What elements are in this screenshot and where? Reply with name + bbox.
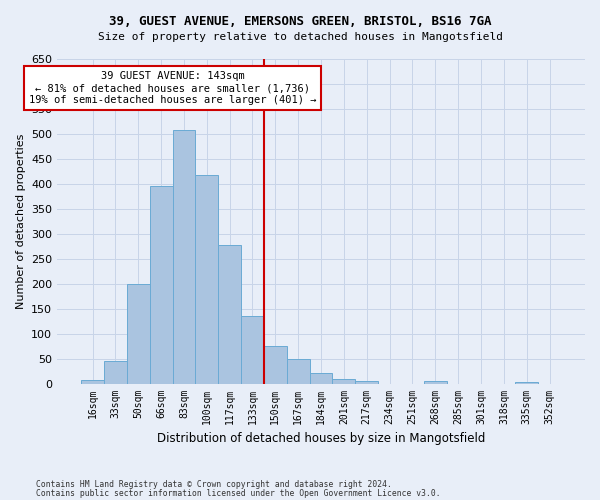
Bar xyxy=(173,130,196,384)
Bar xyxy=(149,186,173,384)
Bar xyxy=(310,372,332,384)
Bar xyxy=(424,381,447,384)
Y-axis label: Number of detached properties: Number of detached properties xyxy=(16,134,26,309)
Bar xyxy=(355,381,378,384)
Bar xyxy=(264,346,287,384)
Bar xyxy=(127,284,149,384)
Text: 39, GUEST AVENUE, EMERSONS GREEN, BRISTOL, BS16 7GA: 39, GUEST AVENUE, EMERSONS GREEN, BRISTO… xyxy=(109,15,491,28)
Bar xyxy=(81,380,104,384)
Bar xyxy=(104,361,127,384)
Bar xyxy=(515,382,538,384)
Bar xyxy=(332,378,355,384)
Bar xyxy=(218,245,241,384)
Bar xyxy=(287,358,310,384)
Text: 39 GUEST AVENUE: 143sqm
← 81% of detached houses are smaller (1,736)
19% of semi: 39 GUEST AVENUE: 143sqm ← 81% of detache… xyxy=(29,72,316,104)
Bar xyxy=(241,316,264,384)
X-axis label: Distribution of detached houses by size in Mangotsfield: Distribution of detached houses by size … xyxy=(157,432,485,445)
Bar xyxy=(196,176,218,384)
Text: Contains public sector information licensed under the Open Government Licence v3: Contains public sector information licen… xyxy=(36,489,440,498)
Text: Size of property relative to detached houses in Mangotsfield: Size of property relative to detached ho… xyxy=(97,32,503,42)
Text: Contains HM Land Registry data © Crown copyright and database right 2024.: Contains HM Land Registry data © Crown c… xyxy=(36,480,392,489)
